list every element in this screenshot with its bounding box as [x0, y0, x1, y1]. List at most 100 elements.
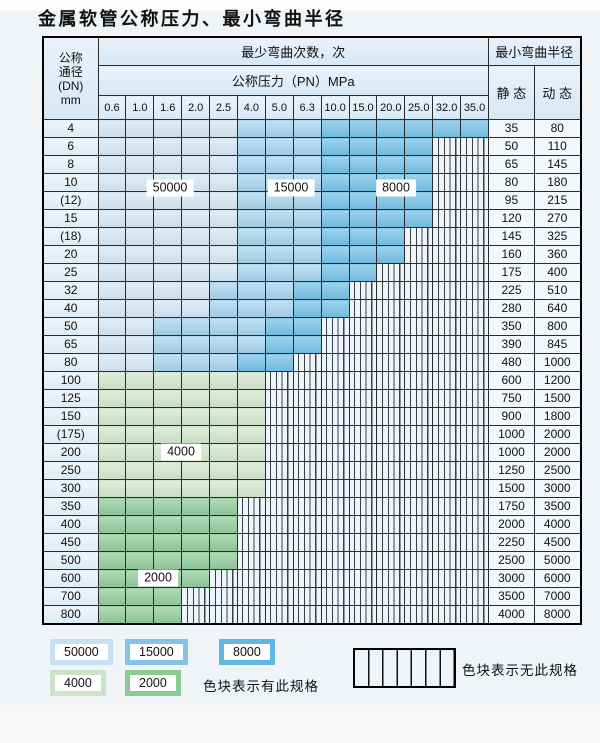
no-spec-cell: [292, 425, 322, 444]
table-row: 32 225 510: [42, 281, 582, 300]
spec-cell: [97, 569, 127, 588]
spec-cell: [348, 173, 378, 192]
dn-cell: 300: [42, 479, 99, 498]
spec-cell: [181, 569, 211, 588]
no-spec-cell: [432, 137, 462, 156]
no-spec-cell: [432, 551, 462, 570]
spec-cell: [209, 443, 238, 462]
no-spec-cell: [264, 497, 294, 516]
static-radius-cell: 750: [487, 389, 535, 408]
dynamic-radius-cell: 270: [533, 209, 582, 228]
spec-cell: [236, 119, 266, 138]
spec-cell: [236, 299, 266, 318]
no-spec-cell: [432, 587, 462, 606]
spec-cell: [236, 191, 266, 210]
no-spec-cell: [432, 425, 462, 444]
spec-cell: [97, 299, 127, 318]
no-spec-cell: [320, 461, 350, 480]
no-spec-cell: [320, 425, 350, 444]
spec-cell: [348, 245, 378, 264]
spec-cell: [125, 119, 155, 138]
spec-cell: [320, 119, 350, 138]
spec-cell: [236, 335, 266, 354]
spec-cell: [97, 407, 127, 426]
no-spec-cell: [376, 569, 406, 588]
pressure-value-header: 1.6: [153, 95, 183, 120]
static-column-header: 静 态: [487, 65, 535, 120]
no-spec-cell: [376, 389, 406, 408]
no-spec-cell: [292, 569, 322, 588]
spec-cell: [209, 353, 238, 372]
spec-cell: [97, 425, 127, 444]
table-body: 4 35 80 6 50 110 8 65 145 10 80 180 (12) 95 215 15 120 27…: [42, 119, 582, 625]
table-row: 350 1750 3500: [42, 497, 582, 516]
spec-cell: [125, 353, 155, 372]
no-spec-cell: [236, 551, 266, 570]
spec-cell: [125, 299, 155, 318]
no-spec-cell: [404, 281, 434, 300]
dynamic-radius-cell: 400: [533, 263, 582, 282]
static-radius-cell: 65: [487, 155, 535, 174]
pressure-value-header: 5.0: [264, 95, 294, 120]
spec-cell: [236, 353, 266, 372]
dynamic-radius-cell: 2000: [533, 425, 582, 444]
no-spec-cell: [376, 605, 406, 625]
no-spec-cell: [432, 605, 462, 625]
no-spec-cell: [404, 371, 434, 390]
dn-cell: 10: [42, 173, 99, 192]
dn-header-line-1: 通径: [58, 64, 83, 79]
no-spec-cell: [460, 551, 489, 570]
spec-cell: [209, 371, 238, 390]
spec-cell: [292, 335, 322, 354]
static-radius-cell: 480: [487, 353, 535, 372]
spec-cell: [236, 479, 266, 498]
spec-cell: [348, 155, 378, 174]
spec-cell: [153, 209, 183, 228]
spec-cell: [181, 155, 211, 174]
no-spec-cell: [236, 515, 266, 534]
no-spec-cell: [292, 461, 322, 480]
dynamic-radius-cell: 215: [533, 191, 582, 210]
no-spec-cell: [320, 569, 350, 588]
spec-cell: [320, 155, 350, 174]
spec-cell: [153, 119, 183, 138]
no-spec-cell: [432, 569, 462, 588]
no-spec-cell: [348, 389, 378, 408]
legend-swatch-value: 50000: [55, 644, 108, 660]
table-row: (18) 145 325: [42, 227, 582, 246]
spec-cell: [292, 317, 322, 336]
dn-cell: 200: [42, 443, 99, 462]
spec-cell: [348, 209, 378, 228]
pressure-radius-table: 公称 通径 (DN) mm 最少弯曲次数，次 最小弯曲半径 公称压力（PN）MPa 静…: [42, 36, 582, 625]
no-spec-cell: [460, 137, 489, 156]
spec-cell: [153, 137, 183, 156]
spec-cell: [125, 245, 155, 264]
spec-cell: [264, 137, 294, 156]
dn-cell: 32: [42, 281, 99, 300]
spec-cell: [320, 227, 350, 246]
static-radius-cell: 4000: [487, 605, 535, 625]
no-spec-cell: [292, 497, 322, 516]
static-radius-cell: 1000: [487, 425, 535, 444]
spec-cell: [376, 137, 406, 156]
no-spec-cell: [264, 443, 294, 462]
spec-cell: [153, 551, 183, 570]
dn-cell: 400: [42, 515, 99, 534]
spec-cell: [236, 137, 266, 156]
pressure-value-header: 15.0: [348, 95, 378, 120]
dynamic-radius-cell: 1000: [533, 353, 582, 372]
no-spec-cell: [432, 227, 462, 246]
no-spec-cell: [376, 551, 406, 570]
spec-cell: [376, 155, 406, 174]
dynamic-radius-cell: 4500: [533, 533, 582, 552]
spec-cell: [236, 389, 266, 408]
spec-cell: [320, 245, 350, 264]
dn-cell: 150: [42, 407, 99, 426]
legend-swatch-50000: 50000: [50, 639, 113, 665]
no-spec-cell: [320, 533, 350, 552]
no-spec-cell: [264, 425, 294, 444]
no-spec-cell: [348, 425, 378, 444]
spec-cell: [292, 263, 322, 282]
spec-cell: [97, 281, 127, 300]
